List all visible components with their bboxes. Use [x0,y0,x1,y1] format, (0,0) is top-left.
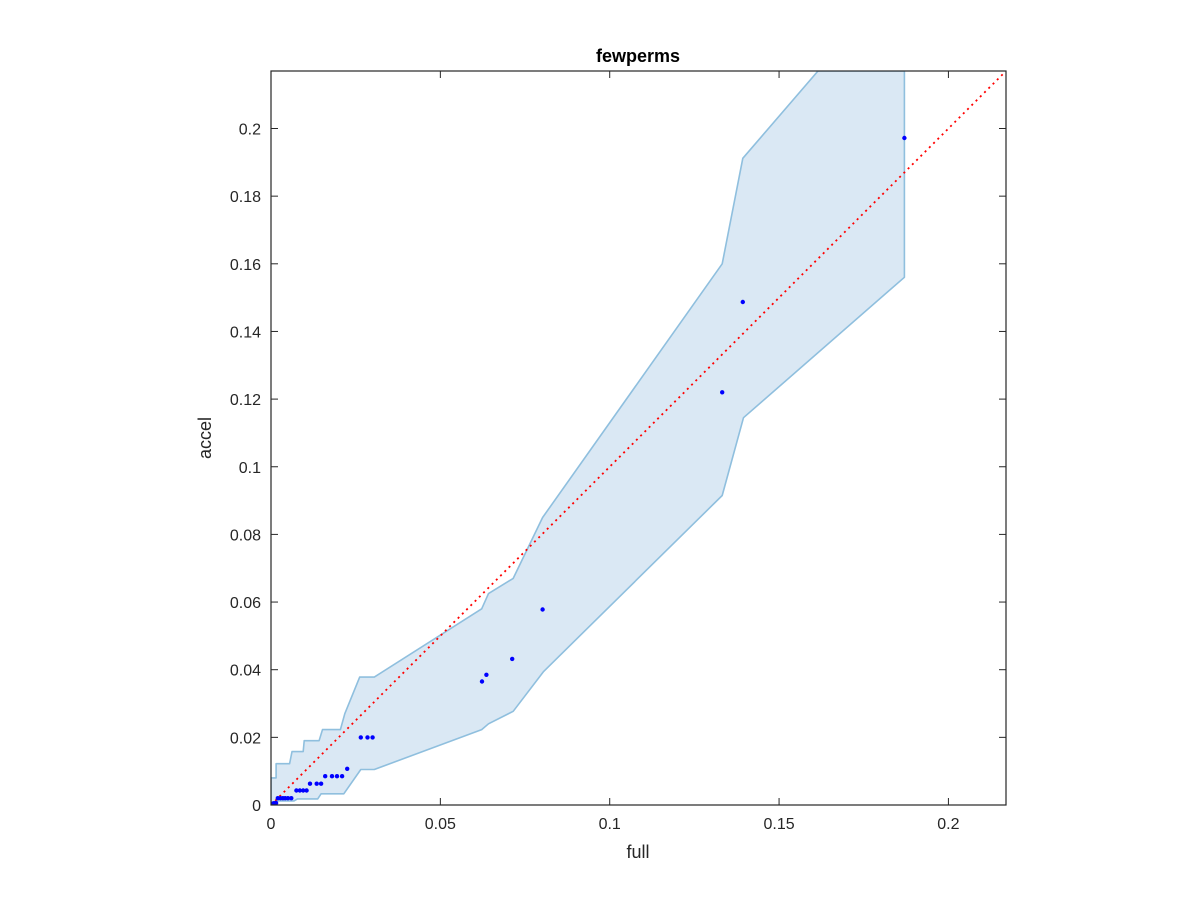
x-tick-label: 0.2 [937,816,959,833]
data-point [314,781,319,786]
data-point [304,788,309,793]
data-point [479,679,485,684]
data-point [301,788,306,793]
data-point [720,390,725,395]
data-point [334,774,340,779]
y-tick-label: 0.14 [230,324,261,341]
data-point [484,672,489,677]
chart-title: fewperms [596,46,680,66]
data-point [297,788,302,793]
y-tick-label: 0.2 [239,122,261,139]
x-axis-label: full [626,842,649,862]
data-point [540,607,545,612]
x-tick-label: 0.05 [425,816,456,833]
x-tick-label: 0 [267,816,276,833]
data-point [323,774,328,779]
data-point [307,781,313,786]
data-point [358,735,363,740]
data-point [339,774,345,779]
data-point [370,735,375,740]
data-point [510,656,515,662]
y-axis-label: accel [195,417,215,459]
y-tick-label: 0.12 [230,392,261,409]
y-tick-label: 0.06 [230,595,261,612]
data-point [329,774,335,779]
y-tick-label: 0.08 [230,527,261,544]
confidence-band [271,71,906,805]
data-point [294,788,299,793]
y-tick-label: 0.02 [230,730,261,747]
axes-ticks: 0 0.05 0.1 0.15 0.2 0 0.02 0.04 0.06 0.08 0.1 0.12 0… [230,71,1006,833]
data-point [285,796,291,801]
data-point [740,299,745,305]
x-tick-label: 0.1 [599,816,621,833]
data-point [318,781,324,786]
data-point [365,735,370,740]
data-point [273,800,279,805]
data-point [902,135,907,141]
x-tick-label: 0.15 [763,816,794,833]
plot-frame [270,70,1007,806]
y-tick-label: 0.04 [230,663,261,680]
data-point [345,766,350,771]
y-tick-label: 0.18 [230,189,261,206]
y-tick-label: 0.16 [230,257,261,274]
y-tick-label: 0 [252,798,261,815]
y-tick-label: 0.1 [239,460,261,477]
data-point [289,796,294,801]
identity-line [271,71,1006,805]
